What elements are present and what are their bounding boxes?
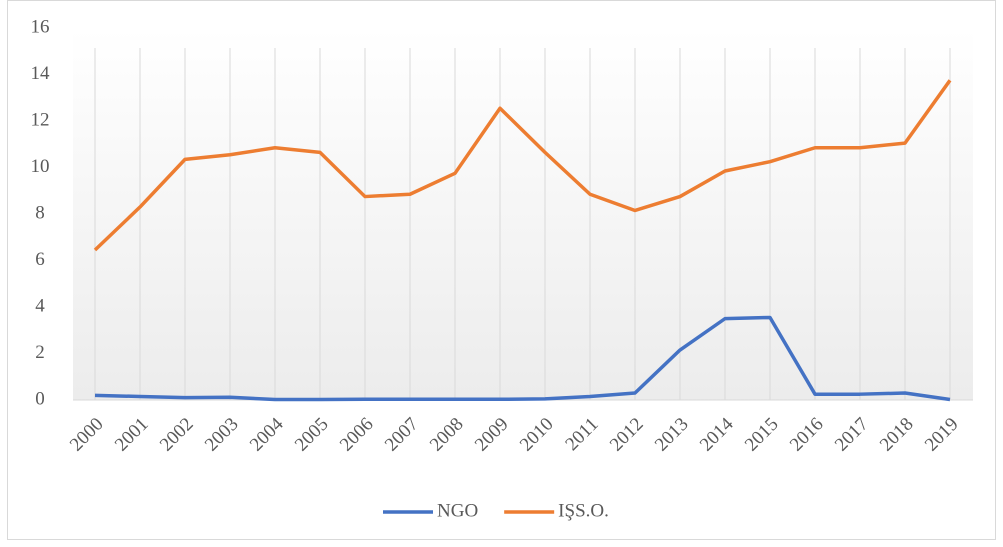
legend-label: NGO — [437, 500, 478, 521]
y-tick-label: 2 — [35, 342, 45, 363]
series-line — [93, 79, 952, 252]
series-line — [94, 315, 951, 402]
y-tick-label: 4 — [35, 295, 45, 316]
legend-label: IŞS.O. — [558, 500, 609, 521]
y-tick-label: 12 — [31, 109, 50, 130]
y-tick-label: 8 — [35, 202, 45, 223]
y-tick-label: 16 — [31, 16, 50, 37]
y-tick-label: 0 — [35, 388, 45, 409]
y-tick-label: 14 — [31, 63, 51, 84]
y-tick-label: 6 — [35, 249, 45, 270]
plot-background — [73, 28, 973, 400]
y-tick-label: 10 — [31, 156, 50, 177]
